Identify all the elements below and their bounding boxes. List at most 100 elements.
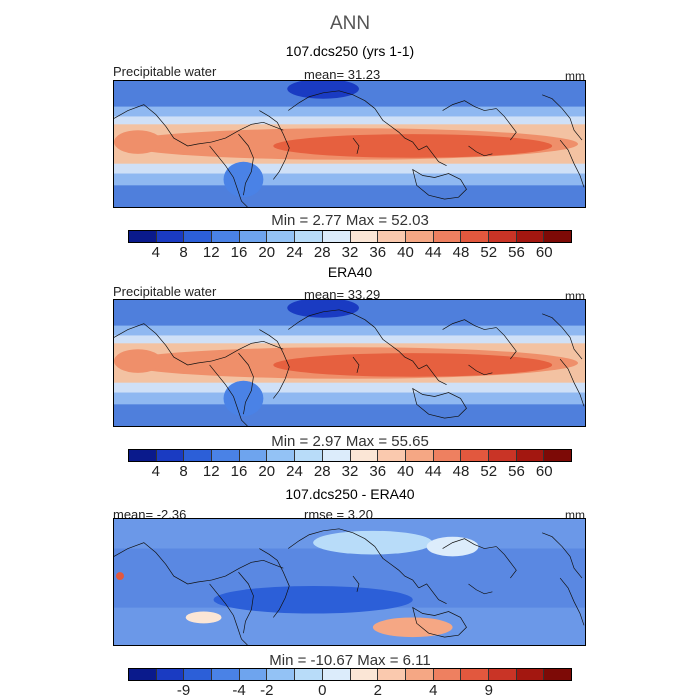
map-field-svg [114,81,585,207]
field-dry-region [223,380,264,417]
field-positive [115,572,124,581]
colorbar-tick-label: 8 [179,244,188,261]
colorbar-swatch [488,231,517,242]
field-negative [213,585,413,614]
colorbar-swatch [156,231,185,242]
coastline [542,94,583,141]
coastline [352,137,360,154]
panel-left-label: Precipitable water [113,284,217,299]
colorbar-tick-label: 32 [341,244,359,261]
field-positive [426,536,479,557]
colorbar-swatch [378,450,406,461]
colorbar-swatch [461,450,489,461]
colorbar [128,668,572,681]
colorbar-swatch [350,450,379,461]
colorbar-tick-label: 32 [341,463,359,480]
colorbar-tick-label: 20 [258,244,276,261]
colorbar-tick-label: 24 [286,244,303,261]
coastline [352,356,360,373]
coastline [442,538,497,549]
colorbar-swatch [433,450,462,461]
colorbar-tick-label: 44 [424,463,442,480]
coastline [496,327,517,360]
colorbar-swatch [322,231,351,242]
colorbar-swatch [156,450,185,461]
colorbar-tick-label: 12 [202,244,220,261]
colorbar-swatch [156,669,185,680]
colorbar-swatch [295,231,323,242]
colorbar-swatch [433,669,462,680]
colorbar-swatch [129,231,157,242]
colorbar-tick-label: 56 [508,463,525,480]
colorbar-tick-label: 8 [179,463,188,480]
colorbar-swatch [239,450,268,461]
coastline [559,358,585,407]
field-core [273,353,553,377]
colorbar-tick-label: 12 [202,463,220,480]
colorbar-tick-label: 36 [369,244,387,261]
coastline [559,577,585,626]
coastline [211,121,284,143]
minmax-label: Min = -10.67 Max = 6.11 [269,652,431,669]
colorbar-swatch [184,669,213,680]
colorbar [128,230,572,243]
colorbar-swatch [433,231,462,242]
colorbar-swatch [322,669,351,680]
colorbar-tick-label: 40 [397,463,414,480]
coastline [352,575,360,592]
coastline [412,606,467,638]
colorbar-tick-label: 20 [258,463,276,480]
colorbar-ticks: 4 8 12 16 20 24 28 32 36 40 44 48 52 56 60 [128,463,572,480]
colorbar-tick-label: 56 [508,244,525,261]
colorbar-swatch [405,669,434,680]
panel-unit-label: mm [565,69,585,83]
colorbar-swatch [405,450,434,461]
colorbar-swatch [184,450,213,461]
colorbar-tick-label: 4 [429,682,438,699]
colorbar-swatch [350,669,379,680]
coastline [114,323,212,366]
field-dry-region [287,300,359,318]
colorbar-tick-label: 2 [373,682,382,699]
coastline [418,583,447,604]
map-field [113,518,586,646]
colorbar-swatch [461,231,489,242]
colorbar-swatch [378,669,406,680]
field-positive [185,611,222,624]
minmax-label: Min = 2.77 Max = 52.03 [271,212,429,229]
colorbar-swatch [488,450,517,461]
colorbar [128,449,572,462]
field-dry-region [223,161,264,198]
colorbar-tick-label: 48 [452,463,470,480]
coastline [209,145,248,207]
field-dry-region [287,81,359,99]
colorbar-tick-label: 36 [369,463,387,480]
coastline [259,329,290,399]
colorbar-swatch [322,450,351,461]
panel-mean-label: mean= 33.29 [304,287,381,302]
colorbar-tick-label: 40 [397,244,414,261]
coastline [442,100,497,111]
coastline [418,364,447,385]
colorbar-swatch [212,669,240,680]
colorbar-swatch [488,669,517,680]
colorbar-swatch [378,231,406,242]
field-positive [313,530,433,555]
colorbar-swatch [544,231,571,242]
coastline [238,133,254,196]
coastline [442,319,497,330]
panel-heading: 107.dcs250 (yrs 1-1) [285,43,415,59]
colorbar-swatch [239,669,268,680]
coastline [374,108,419,151]
colorbar-tick-label: 24 [286,463,303,480]
map-field [113,80,586,208]
map-field-svg [114,519,585,645]
colorbar-swatch [544,450,571,461]
coastline [238,571,254,634]
coastline [418,145,447,166]
panel-heading: 107.dcs250 - ERA40 [285,486,415,502]
coastline [412,387,467,419]
colorbar-tick-label: 52 [480,463,498,480]
colorbar-swatch [129,450,157,461]
colorbar-swatch [267,231,296,242]
